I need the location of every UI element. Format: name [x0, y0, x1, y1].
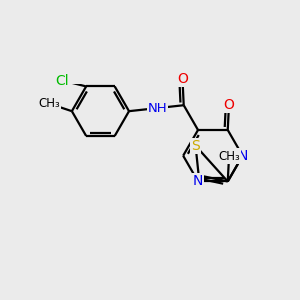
- Text: N: N: [237, 149, 248, 163]
- Text: Cl: Cl: [55, 74, 69, 88]
- Text: CH₃: CH₃: [218, 150, 240, 164]
- Text: O: O: [224, 98, 234, 112]
- Text: O: O: [177, 72, 188, 86]
- Text: S: S: [191, 139, 200, 153]
- Text: N: N: [193, 175, 203, 188]
- Text: CH₃: CH₃: [38, 97, 60, 110]
- Text: NH: NH: [148, 102, 167, 115]
